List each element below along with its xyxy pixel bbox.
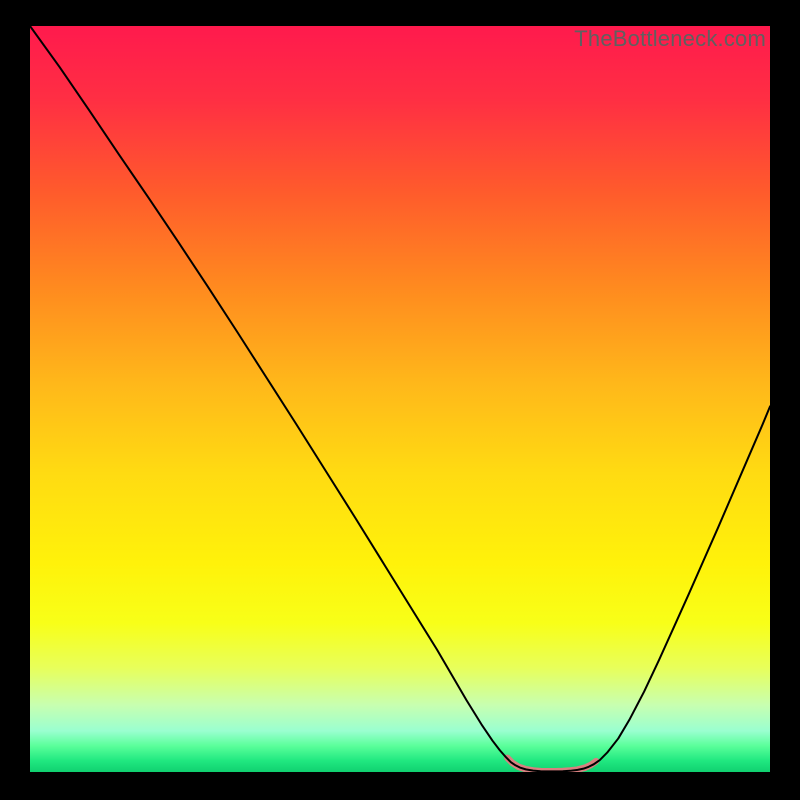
frame-border-top [0,0,800,26]
watermark-label: TheBottleneck.com [574,26,766,52]
bottleneck-chart-svg [30,26,770,772]
plot-area: TheBottleneck.com [30,26,770,772]
frame-border-left [0,0,30,800]
chart-frame: TheBottleneck.com [0,0,800,800]
frame-border-bottom [0,772,800,800]
frame-border-right [770,0,800,800]
